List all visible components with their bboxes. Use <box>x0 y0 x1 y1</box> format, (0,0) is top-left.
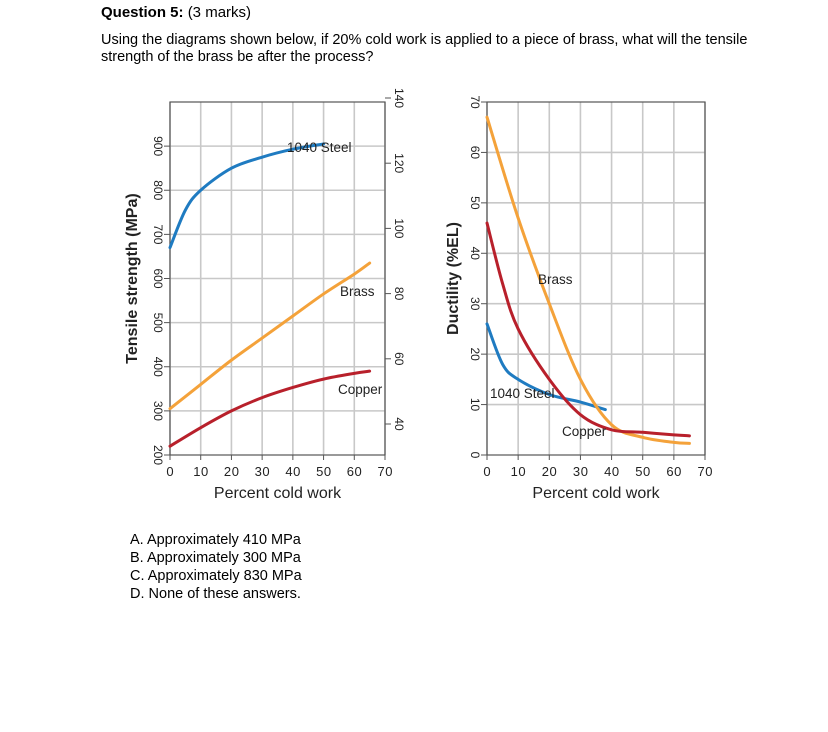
series-label-brass: Brass <box>340 284 375 299</box>
y-tick-label: 70 <box>468 95 482 109</box>
y2-tick-label: 100 <box>392 218 406 238</box>
y2-tick-label: 80 <box>392 287 406 301</box>
y-tick-label: 900 <box>151 136 165 156</box>
answer-option-c[interactable]: C. Approximately 830 MPa <box>130 568 302 584</box>
x-tick-label: 10 <box>193 464 208 479</box>
series-line-copper <box>168 369 372 448</box>
x-axis-label: Percent cold work <box>532 485 660 502</box>
y-tick-label: 400 <box>151 357 165 377</box>
y-tick-label: 800 <box>151 180 165 200</box>
series-line-copper <box>485 221 691 438</box>
y-tick-label: 200 <box>151 445 165 465</box>
x-tick-label: 40 <box>285 464 300 479</box>
x-tick-label: 30 <box>255 464 270 479</box>
answer-option-d[interactable]: D. None of these answers. <box>130 586 301 602</box>
question-marks: (3 marks) <box>187 4 252 21</box>
series-line-brass <box>485 115 691 445</box>
series-line-brass <box>168 261 372 411</box>
series-label-brass-right: Brass <box>538 272 573 287</box>
series-label-copper: Copper <box>338 382 383 397</box>
y-tick-label: 30 <box>468 297 482 311</box>
y-axis-label: Ductility (%EL) <box>445 222 462 335</box>
x-tick-label: 50 <box>316 464 331 479</box>
y2-tick-label: 120 <box>392 153 406 173</box>
y-tick-label: 0 <box>468 452 482 459</box>
x-tick-label: 0 <box>483 464 490 479</box>
x-tick-label: 20 <box>224 464 239 479</box>
x-tick-label: 20 <box>542 464 557 479</box>
x-tick-label: 50 <box>635 464 650 479</box>
y-tick-label: 40 <box>468 247 482 261</box>
y-tick-label: 50 <box>468 196 482 210</box>
plot-frame <box>486 101 706 456</box>
series-label-copper-right: Copper <box>562 424 607 439</box>
x-tick-label: 60 <box>666 464 681 479</box>
x-tick-label: 10 <box>511 464 526 479</box>
answer-list: A. Approximately 410 MPa B. Approximatel… <box>130 531 302 603</box>
y-axis-label: Tensile strength (MPa) <box>124 193 141 363</box>
y-tick-label: 60 <box>468 146 482 160</box>
y-tick-label: 700 <box>151 224 165 244</box>
chart-panel-1 <box>481 101 706 460</box>
y2-tick-label: 140 <box>392 88 406 108</box>
x-axis-label: Percent cold work <box>214 485 342 502</box>
x-tick-label: 70 <box>698 464 713 479</box>
series-line-steel <box>485 322 607 412</box>
question-title: Question 5: (3 marks) <box>101 4 251 21</box>
y2-tick-label: 40 <box>392 417 406 431</box>
y-tick-label: 20 <box>468 347 482 361</box>
series-label-steel-right: 1040 Steel <box>490 386 555 401</box>
question-number: Question 5: <box>101 4 184 21</box>
x-tick-label: 30 <box>573 464 588 479</box>
x-tick-label: 40 <box>604 464 619 479</box>
answer-option-a[interactable]: A. Approximately 410 MPa <box>130 532 301 548</box>
y-tick-label: 600 <box>151 268 165 288</box>
x-tick-label: 70 <box>378 464 393 479</box>
chart-panel-0 <box>164 101 386 460</box>
y-tick-label: 300 <box>151 401 165 421</box>
answer-option-b[interactable]: B. Approximately 300 MPa <box>130 550 301 566</box>
y-tick-label: 500 <box>151 313 165 333</box>
y-tick-label: 10 <box>468 398 482 412</box>
x-tick-label: 0 <box>166 464 173 479</box>
series-line-steel <box>168 142 326 250</box>
question-text: Using the diagrams shown below, if 20% c… <box>101 32 748 65</box>
x-tick-label: 60 <box>347 464 362 479</box>
y2-tick-label: 60 <box>392 352 406 366</box>
series-label-steel: 1040 Steel <box>287 140 352 155</box>
